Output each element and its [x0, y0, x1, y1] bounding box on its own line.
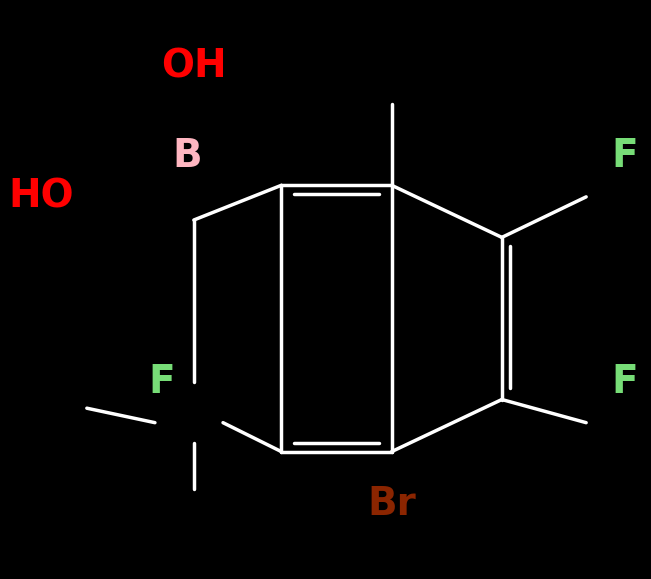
Text: Br: Br: [367, 485, 416, 523]
Text: B: B: [173, 137, 202, 175]
Text: HO: HO: [8, 178, 74, 216]
Text: F: F: [612, 137, 639, 175]
Text: OH: OH: [161, 47, 227, 86]
Text: F: F: [612, 363, 639, 401]
Text: F: F: [148, 363, 174, 401]
